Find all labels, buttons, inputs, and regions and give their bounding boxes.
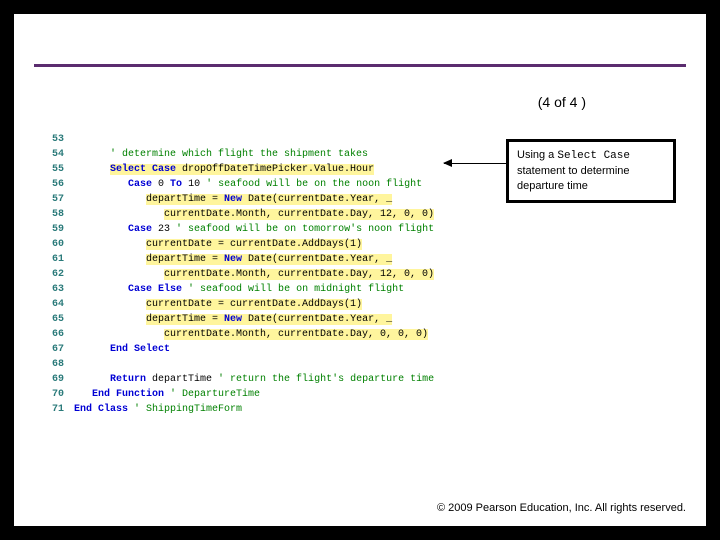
code-content: End Function ' DepartureTime xyxy=(74,387,502,402)
code-line: 63 Case Else ' seafood will be on midnig… xyxy=(42,282,502,297)
line-number: 64 xyxy=(42,297,64,312)
code-content: End Select xyxy=(74,342,502,357)
callout-box: Using a Select Case statement to determi… xyxy=(506,139,676,203)
code-line: 70 End Function ' DepartureTime xyxy=(42,387,502,402)
code-line: 58 currentDate.Month, currentDate.Day, 1… xyxy=(42,207,502,222)
code-content xyxy=(74,357,502,372)
code-line: 56 Case 0 To 10 ' seafood will be on the… xyxy=(42,177,502,192)
code-line: 68 xyxy=(42,357,502,372)
code-content: End Class ' ShippingTimeForm xyxy=(74,402,502,417)
code-line: 55 Select Case dropOffDateTimePicker.Val… xyxy=(42,162,502,177)
callout-mono: Select Case xyxy=(557,150,630,162)
code-content: Case 0 To 10 ' seafood will be on the no… xyxy=(74,177,502,192)
code-content xyxy=(74,132,502,147)
code-line: 69 Return departTime ' return the flight… xyxy=(42,372,502,387)
code-block: 5354 ' determine which flight the shipme… xyxy=(42,132,502,417)
line-number: 70 xyxy=(42,387,64,402)
line-number: 68 xyxy=(42,357,64,372)
line-number: 58 xyxy=(42,207,64,222)
code-line: 59 Case 23 ' seafood will be on tomorrow… xyxy=(42,222,502,237)
code-content: currentDate = currentDate.AddDays(1) xyxy=(74,237,502,252)
line-number: 55 xyxy=(42,162,64,177)
code-content: departTime = New Date(currentDate.Year, … xyxy=(74,192,502,207)
code-content: departTime = New Date(currentDate.Year, … xyxy=(74,252,502,267)
code-content: Case Else ' seafood will be on midnight … xyxy=(74,282,502,297)
line-number: 66 xyxy=(42,327,64,342)
line-number: 57 xyxy=(42,192,64,207)
line-number: 65 xyxy=(42,312,64,327)
callout-suffix: statement to determine departure time xyxy=(517,165,630,192)
divider-line xyxy=(34,64,686,67)
code-line: 62 currentDate.Month, currentDate.Day, 1… xyxy=(42,267,502,282)
code-content: Case 23 ' seafood will be on tomorrow's … xyxy=(74,222,502,237)
page-indicator: (4 of 4 ) xyxy=(538,94,586,110)
line-number: 62 xyxy=(42,267,64,282)
code-content: currentDate.Month, currentDate.Day, 12, … xyxy=(74,207,502,222)
code-line: 65 departTime = New Date(currentDate.Yea… xyxy=(42,312,502,327)
line-number: 56 xyxy=(42,177,64,192)
line-number: 63 xyxy=(42,282,64,297)
code-line: 71 End Class ' ShippingTimeForm xyxy=(42,402,502,417)
line-number: 67 xyxy=(42,342,64,357)
code-line: 66 currentDate.Month, currentDate.Day, 0… xyxy=(42,327,502,342)
line-number: 54 xyxy=(42,147,64,162)
code-content: Select Case dropOffDateTimePicker.Value.… xyxy=(74,162,502,177)
code-content: ' determine which flight the shipment ta… xyxy=(74,147,502,162)
code-content: departTime = New Date(currentDate.Year, … xyxy=(74,312,502,327)
code-line: 54 ' determine which flight the shipment… xyxy=(42,147,502,162)
line-number: 59 xyxy=(42,222,64,237)
code-content: currentDate.Month, currentDate.Day, 0, 0… xyxy=(74,327,502,342)
line-number: 60 xyxy=(42,237,64,252)
line-number: 71 xyxy=(42,402,64,417)
line-number: 61 xyxy=(42,252,64,267)
slide-container: (4 of 4 ) 5354 ' determine which flight … xyxy=(14,14,706,526)
code-line: 57 departTime = New Date(currentDate.Yea… xyxy=(42,192,502,207)
code-content: currentDate.Month, currentDate.Day, 12, … xyxy=(74,267,502,282)
callout-prefix: Using a xyxy=(517,149,557,161)
line-number: 53 xyxy=(42,132,64,147)
code-content: Return departTime ' return the flight's … xyxy=(74,372,502,387)
code-line: 61 departTime = New Date(currentDate.Yea… xyxy=(42,252,502,267)
code-line: 53 xyxy=(42,132,502,147)
footer-copyright: © 2009 Pearson Education, Inc. All right… xyxy=(437,502,686,514)
code-content: currentDate = currentDate.AddDays(1) xyxy=(74,297,502,312)
line-number: 69 xyxy=(42,372,64,387)
code-line: 60 currentDate = currentDate.AddDays(1) xyxy=(42,237,502,252)
code-line: 64 currentDate = currentDate.AddDays(1) xyxy=(42,297,502,312)
code-line: 67 End Select xyxy=(42,342,502,357)
